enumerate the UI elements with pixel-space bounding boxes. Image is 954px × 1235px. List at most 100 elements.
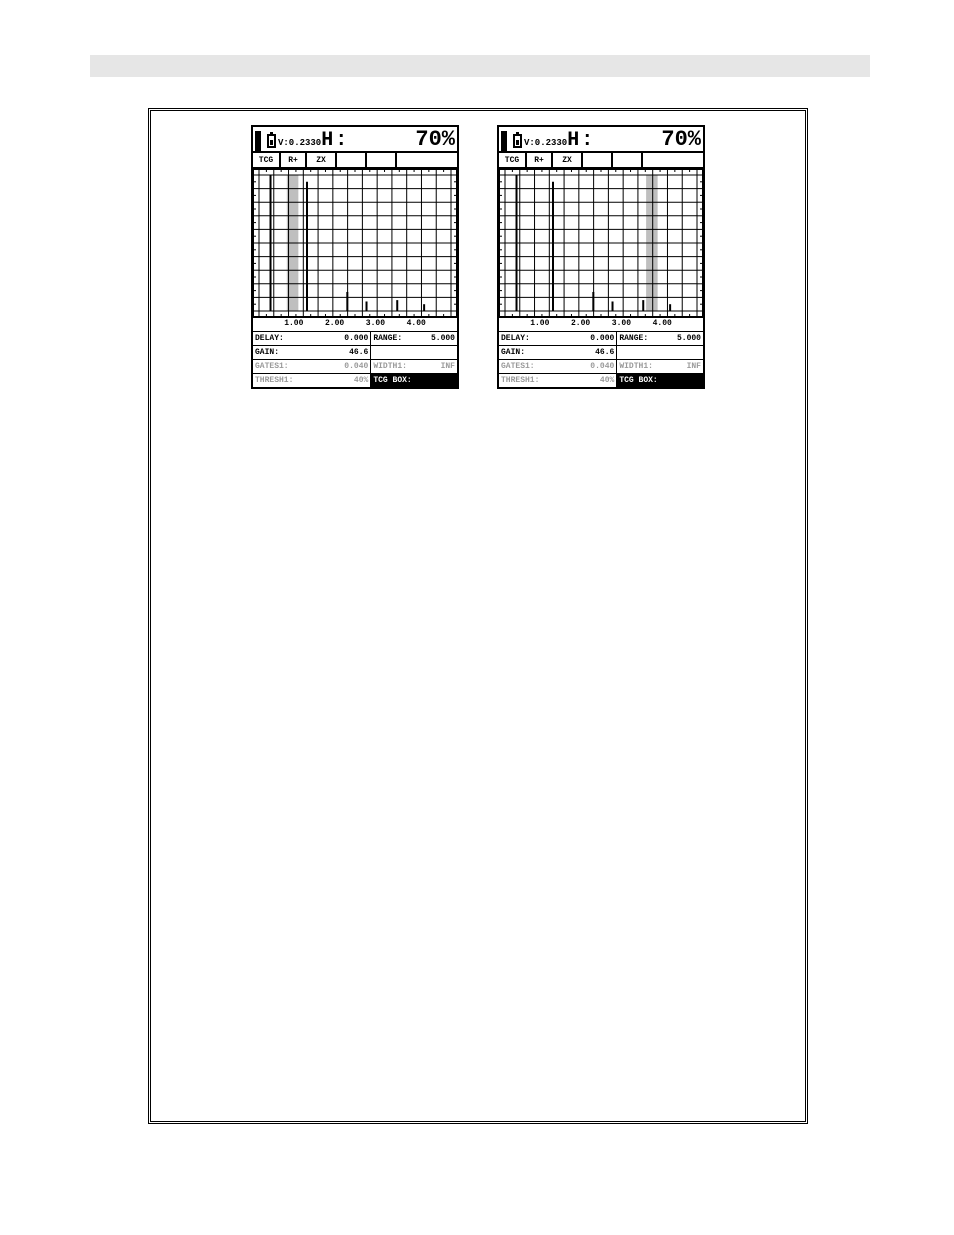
ascan-svg (499, 169, 703, 317)
page: V:0.2330 H : 70% TCG R+ ZX (0, 0, 954, 1235)
param-value: 0.000 (530, 334, 617, 343)
param-range[interactable]: RANGE: 5.000 (617, 332, 703, 345)
xlabel: 2.00 (560, 319, 601, 328)
param-row: DELAY: 0.000 RANGE: 5.000 (499, 331, 703, 345)
param-label: TCG BOX: (371, 376, 411, 385)
tab-tcg[interactable]: TCG (499, 153, 527, 167)
ascan-plot (253, 169, 457, 317)
param-delay[interactable]: DELAY: 0.000 (253, 332, 371, 345)
xlabel: 1.00 (519, 319, 560, 328)
param-label: GATES1: (499, 362, 535, 371)
param-value: 40% (293, 376, 370, 385)
xlabel: 4.00 (396, 319, 437, 328)
device-left: V:0.2330 H : 70% TCG R+ ZX (251, 125, 459, 389)
param-thresh1[interactable]: THRESH1: 40% (499, 374, 617, 387)
param-label: RANGE: (371, 334, 402, 343)
tab-5[interactable] (613, 153, 643, 167)
param-row: THRESH1: 40% TCG BOX: (253, 373, 457, 387)
param-width1[interactable]: WIDTH1: INF (617, 360, 703, 373)
param-label: GAIN: (253, 348, 279, 357)
tab-rplus[interactable]: R+ (527, 153, 553, 167)
param-row: THRESH1: 40% TCG BOX: (499, 373, 703, 387)
tab-6[interactable] (643, 153, 703, 167)
param-value: 0.040 (289, 362, 371, 371)
param-label: THRESH1: (499, 376, 539, 385)
signal-icon (501, 131, 507, 151)
param-label: GAIN: (499, 348, 525, 357)
ascan-svg (253, 169, 457, 317)
param-label: TCG BOX: (617, 376, 657, 385)
tab-4[interactable] (583, 153, 613, 167)
param-tcgbox[interactable]: TCG BOX: (617, 374, 703, 387)
param-gates1[interactable]: GATES1: 0.040 (253, 360, 371, 373)
param-rows: DELAY: 0.000 RANGE: 5.000 GAIN: 46.6 (253, 331, 457, 387)
param-label: RANGE: (617, 334, 648, 343)
tab-tcg[interactable]: TCG (253, 153, 281, 167)
h-label: H (567, 131, 579, 151)
param-value: 46.6 (279, 348, 370, 357)
param-thresh1[interactable]: THRESH1: 40% (253, 374, 371, 387)
param-row: GAIN: 46.6 (253, 345, 457, 359)
param-label: WIDTH1: (617, 362, 653, 371)
battery-icon (513, 134, 522, 148)
xlabel: 4.00 (642, 319, 683, 328)
param-label: WIDTH1: (371, 362, 407, 371)
title-stripe (90, 55, 870, 77)
param-row: GATES1: 0.040 WIDTH1: INF (253, 359, 457, 373)
param-value: 5.000 (402, 334, 457, 343)
device-row: V:0.2330 H : 70% TCG R+ ZX (151, 125, 805, 389)
xlabel: 2.00 (314, 319, 355, 328)
device-header: V:0.2330 H : 70% (499, 127, 703, 153)
param-row: GATES1: 0.040 WIDTH1: INF (499, 359, 703, 373)
param-delay[interactable]: DELAY: 0.000 (499, 332, 617, 345)
h-colon: : (335, 131, 347, 151)
param-empty (371, 346, 457, 359)
xlabel: 1.00 (273, 319, 314, 328)
v-value: V:0.2330 (278, 138, 321, 148)
tab-row: TCG R+ ZX (499, 153, 703, 169)
param-label: THRESH1: (253, 376, 293, 385)
param-value: 0.000 (284, 334, 371, 343)
param-rows: DELAY: 0.000 RANGE: 5.000 GAIN: 46.6 (499, 331, 703, 387)
param-value: 40% (539, 376, 616, 385)
tab-zx[interactable]: ZX (307, 153, 337, 167)
param-tcgbox[interactable]: TCG BOX: (371, 374, 457, 387)
param-value: INF (653, 362, 703, 371)
h-value: 70% (351, 129, 455, 151)
param-label: GATES1: (253, 362, 289, 371)
param-value: 5.000 (648, 334, 703, 343)
h-value: 70% (597, 129, 701, 151)
param-label: DELAY: (499, 334, 530, 343)
x-axis: 1.00 2.00 3.00 4.00 (499, 317, 703, 331)
device-right: V:0.2330 H : 70% TCG R+ ZX (497, 125, 705, 389)
battery-icon (267, 134, 276, 148)
signal-icon (255, 131, 261, 151)
tab-rplus[interactable]: R+ (281, 153, 307, 167)
param-gates1[interactable]: GATES1: 0.040 (499, 360, 617, 373)
param-row: DELAY: 0.000 RANGE: 5.000 (253, 331, 457, 345)
h-colon: : (581, 131, 593, 151)
param-gain[interactable]: GAIN: 46.6 (253, 346, 371, 359)
tab-zx[interactable]: ZX (553, 153, 583, 167)
v-value: V:0.2330 (524, 138, 567, 148)
param-row: GAIN: 46.6 (499, 345, 703, 359)
param-gain[interactable]: GAIN: 46.6 (499, 346, 617, 359)
param-label: DELAY: (253, 334, 284, 343)
param-value: 46.6 (525, 348, 616, 357)
param-value: INF (407, 362, 457, 371)
xlabel: 3.00 (601, 319, 642, 328)
param-value: 0.040 (535, 362, 617, 371)
tab-5[interactable] (367, 153, 397, 167)
param-empty (617, 346, 703, 359)
tab-6[interactable] (397, 153, 457, 167)
tab-4[interactable] (337, 153, 367, 167)
device-header: V:0.2330 H : 70% (253, 127, 457, 153)
ascan-plot (499, 169, 703, 317)
param-width1[interactable]: WIDTH1: INF (371, 360, 457, 373)
tab-row: TCG R+ ZX (253, 153, 457, 169)
param-range[interactable]: RANGE: 5.000 (371, 332, 457, 345)
h-label: H (321, 131, 333, 151)
figure-frame: V:0.2330 H : 70% TCG R+ ZX (148, 108, 808, 1124)
xlabel: 3.00 (355, 319, 396, 328)
x-axis: 1.00 2.00 3.00 4.00 (253, 317, 457, 331)
